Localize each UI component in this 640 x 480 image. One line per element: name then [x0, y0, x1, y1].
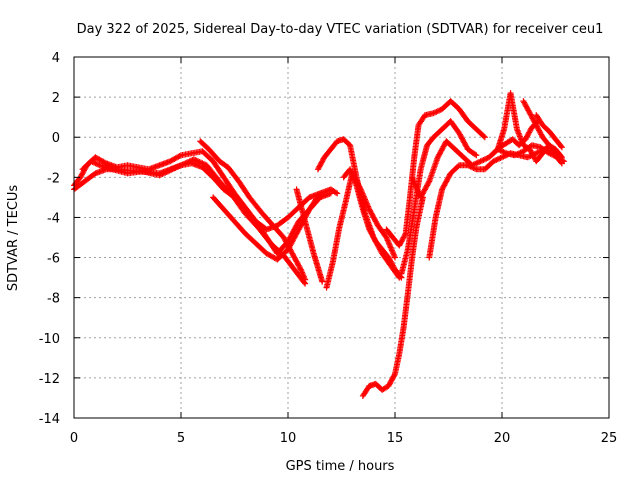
y-tick-label: -2	[47, 171, 60, 186]
y-tick-label: -10	[39, 332, 60, 347]
axis-ticks: 0 5 10 15 20 25 -14 -12 -10 -8 -6 -4 -2 0 2 4	[39, 51, 618, 446]
series-track-12	[398, 118, 480, 277]
data-point-marker	[391, 372, 398, 379]
data-point-marker	[302, 276, 309, 283]
data-point-marker	[480, 133, 487, 140]
data-point-marker	[319, 278, 326, 285]
x-tick-label: 20	[494, 431, 511, 446]
data-point-marker	[334, 190, 341, 197]
series-track-8	[323, 170, 398, 291]
data-point-marker	[327, 190, 334, 197]
y-axis-label: SDTVAR / TECUs	[6, 185, 21, 292]
data-point-marker	[176, 153, 183, 160]
data-point-marker	[332, 189, 339, 196]
chart-title: Day 322 of 2025, Sidereal Day-to-day VTE…	[77, 22, 604, 37]
series-track-1	[71, 148, 341, 233]
data-point-marker	[316, 191, 323, 198]
y-tick-label: 2	[52, 91, 60, 106]
x-tick-label: 5	[177, 431, 185, 446]
data-point-marker	[558, 160, 565, 167]
x-tick-label: 10	[280, 431, 297, 446]
data-point-marker	[558, 143, 565, 150]
data-point-marker	[558, 144, 565, 151]
series-track-3	[79, 156, 309, 287]
data-point-marker	[481, 134, 488, 141]
data-point-marker	[401, 231, 408, 238]
data-point-marker	[317, 190, 324, 197]
y-tick-label: -8	[47, 292, 60, 307]
series-track-11	[383, 98, 488, 249]
data-point-marker	[297, 265, 304, 272]
x-tick-label: 15	[387, 431, 404, 446]
series-track-6	[293, 186, 326, 285]
series-track-4	[197, 138, 309, 283]
y-tick-label: -12	[39, 372, 60, 387]
data-point-marker	[558, 159, 565, 166]
series-track-5	[210, 190, 324, 263]
plot-frame	[73, 56, 610, 419]
y-tick-label: -4	[47, 211, 60, 226]
y-tick-label: 0	[52, 131, 60, 146]
series-track-10	[359, 194, 426, 399]
data-point-marker	[392, 254, 398, 261]
series-track-13	[409, 138, 568, 201]
data-points	[71, 90, 568, 399]
data-point-marker	[473, 152, 480, 159]
x-tick-label: 25	[601, 431, 618, 446]
data-point-marker	[425, 179, 432, 186]
y-tick-label: 4	[52, 51, 60, 66]
data-point-marker	[397, 273, 404, 280]
y-tick-label: -14	[39, 412, 60, 427]
data-point-marker	[101, 159, 108, 166]
data-point-marker	[472, 151, 479, 158]
series-track-15	[494, 90, 565, 165]
x-axis-label: GPS time / hours	[286, 459, 395, 474]
y-tick-label: -6	[47, 252, 60, 267]
x-tick-label: 0	[70, 431, 78, 446]
series-track-18	[533, 112, 565, 151]
series-track-14	[426, 146, 565, 261]
series-track-9	[340, 166, 405, 281]
